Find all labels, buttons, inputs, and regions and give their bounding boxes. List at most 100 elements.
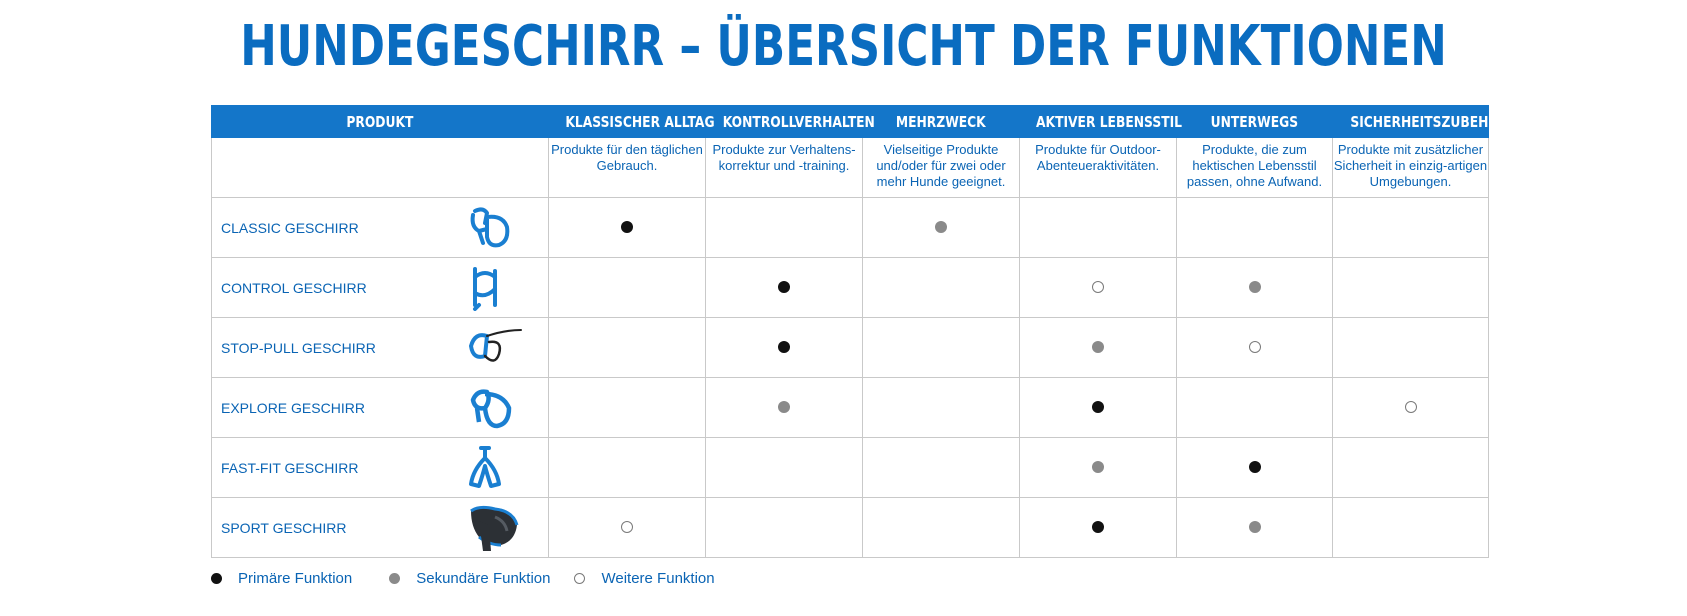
product-name: CONTROL GESCHIRR [221,279,367,296]
table-row: CONTROL GESCHIRR [211,257,1489,318]
legend-secondary-label: Sekundäre Funktion [416,570,551,587]
product-cell: FAST-FIT GESCHIRR [211,437,549,498]
header-classic-everyday: KLASSISCHER ALLTAG [548,105,715,138]
product-name: SPORT GESCHIRR [221,519,347,536]
header-row: PRODUKT KLASSISCHER ALLTAG KONTROLLVERHA… [211,105,1508,138]
function-cell [1019,317,1177,378]
description-cell [211,137,549,198]
secondary-dot-icon [1248,281,1261,294]
primary-dot-icon [1092,401,1104,414]
further-dot-icon [621,521,633,534]
primary-dot-icon [778,281,790,294]
function-table: PRODUKT KLASSISCHER ALLTAG KONTROLLVERHA… [211,105,1508,558]
function-cell [548,497,706,558]
further-dot-icon [1404,401,1417,414]
legend-further: Weitere Funktion [574,570,715,587]
function-cell [548,317,706,378]
header-safety-accessories: SICHERHEITSZUBEHÖR [1332,105,1508,138]
function-cell [1176,377,1333,438]
function-cell [1176,317,1333,378]
secondary-dot-icon [389,573,401,584]
legend-further-label: Weitere Funktion [601,570,715,587]
product-cell: SPORT GESCHIRR [211,497,549,558]
function-cell [1019,497,1177,558]
function-cell [705,437,863,498]
function-cell [862,437,1020,498]
function-cell [1176,197,1333,258]
primary-dot-icon [778,341,790,354]
function-cell [1332,437,1489,498]
sport-harness-icon [470,505,519,551]
product-name: STOP-PULL GESCHIRR [221,339,376,356]
product-cell: EXPLORE GESCHIRR [211,377,549,438]
primary-dot-icon [211,573,222,584]
function-cell [862,377,1020,438]
product-name: EXPLORE GESCHIRR [221,399,365,416]
function-cell [548,197,706,258]
function-cell [705,317,863,378]
function-cell [705,377,863,438]
description-cell: Vielseitige Produkte und/oder für zwei o… [862,137,1020,198]
primary-dot-icon [621,221,633,234]
function-cell [862,317,1020,378]
primary-dot-icon [1092,521,1104,534]
legend-secondary: Sekundäre Funktion [389,570,550,587]
function-cell [548,437,706,498]
description-cell: Produkte mit zusätzlicher Sicherheit in … [1332,137,1489,198]
description-row: Produkte für den täglichen Gebrauch. Pro… [211,137,1489,198]
function-cell [1019,197,1177,258]
function-cell [548,257,706,318]
function-cell [705,197,863,258]
function-cell [1019,257,1177,318]
description-cell: Produkte für Outdoor-Abenteueraktivitäte… [1019,137,1177,198]
legend: Primäre Funktion Sekundäre Funktion Weit… [211,570,715,587]
product-cell: CLASSIC GESCHIRR [211,197,549,258]
header-control-behavior: KONTROLLVERHALTEN [705,105,875,138]
header-product: PRODUKT [211,105,549,138]
function-cell [1176,257,1333,318]
secondary-dot-icon [778,401,790,414]
further-dot-icon [574,573,586,584]
legend-primary-label: Primäre Funktion [238,570,353,587]
description-cell: Produkte zur Verhaltens-korrektur und -t… [705,137,863,198]
function-cell [548,377,706,438]
further-dot-icon [1092,281,1104,294]
function-cell [862,197,1020,258]
table-row: STOP-PULL GESCHIRR [211,317,1489,378]
function-cell [1176,437,1333,498]
header-on-the-go: UNTERWEGS [1176,105,1333,138]
table-row: SPORT GESCHIRR [211,497,1489,558]
function-cell [1176,497,1333,558]
page-title: HUNDEGESCHIRR – ÜBERSICHT DER FUNKTIONEN [240,14,1447,79]
function-cell [1332,377,1489,438]
control-harness-icon [473,266,497,311]
primary-dot-icon [1248,461,1261,474]
function-cell [1332,197,1489,258]
function-cell [1019,377,1177,438]
table-row: CLASSIC GESCHIRR [211,197,1489,258]
product-cell: STOP-PULL GESCHIRR [211,317,549,378]
table-row: EXPLORE GESCHIRR [211,377,1489,438]
legend-primary: Primäre Funktion [211,570,352,587]
function-cell [1019,437,1177,498]
header-multipurpose: MEHRZWECK [862,105,1020,138]
description-cell: Produkte für den täglichen Gebrauch. [548,137,706,198]
secondary-dot-icon [1092,341,1104,354]
classic-harness-icon [470,206,510,247]
function-cell [705,257,863,318]
function-cell [705,497,863,558]
function-cell [1332,317,1489,378]
function-cell [1332,257,1489,318]
secondary-dot-icon [1092,461,1104,474]
product-name: FAST-FIT GESCHIRR [221,459,359,476]
product-cell: CONTROL GESCHIRR [211,257,549,318]
stop-pull-harness-icon [468,328,522,362]
secondary-dot-icon [1248,521,1261,534]
secondary-dot-icon [935,221,947,234]
explore-harness-icon [470,388,512,428]
function-cell [862,257,1020,318]
table-row: FAST-FIT GESCHIRR [211,437,1489,498]
fast-fit-harness-icon [469,445,501,488]
header-active-lifestyle: AKTIVER LEBENSSTIL [1019,105,1182,138]
function-cell [862,497,1020,558]
